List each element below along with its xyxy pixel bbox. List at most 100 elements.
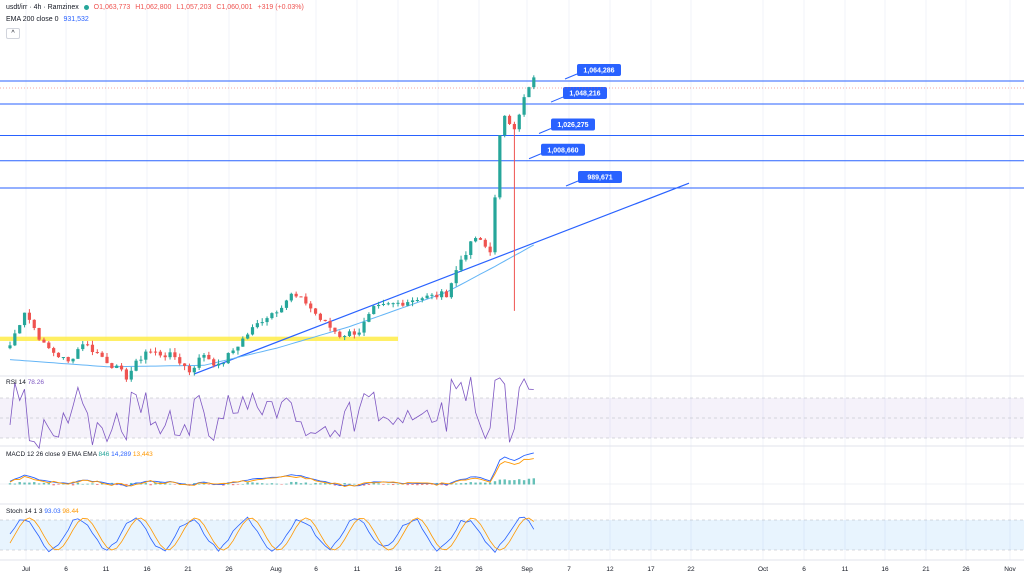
- macd-histogram-bar: [52, 484, 55, 486]
- candle-body: [183, 363, 187, 366]
- macd-histogram-bar: [76, 482, 80, 485]
- candle-body: [81, 344, 85, 350]
- macd-histogram-bar: [459, 483, 463, 485]
- macd-histogram-bar: [372, 482, 375, 485]
- price-level-label-box: [551, 118, 595, 131]
- candle-body: [71, 358, 75, 362]
- candle-body: [212, 359, 216, 366]
- candle-body: [498, 135, 502, 198]
- macd-histogram-bar: [333, 484, 337, 486]
- macd-histogram-bar: [425, 484, 429, 485]
- macd-histogram-bar: [498, 479, 502, 485]
- x-tick-label: 12: [606, 566, 614, 573]
- rsi-legend[interactable]: RSI 14 78.26: [6, 379, 44, 386]
- macd-histogram-bar: [42, 482, 46, 485]
- candle-body: [241, 338, 245, 347]
- candle-body: [304, 296, 308, 304]
- macd-histogram-bar: [115, 484, 118, 486]
- x-tick-label: 21: [434, 566, 442, 573]
- x-tick-label: 22: [687, 566, 695, 573]
- macd-histogram-bar: [81, 483, 84, 485]
- macd-histogram-bar: [377, 483, 380, 485]
- price-level-label: 1,048,216: [569, 91, 600, 98]
- candle-body: [522, 97, 526, 115]
- macd-histogram-bar: [518, 479, 521, 485]
- candle-body: [444, 291, 449, 298]
- macd-histogram-bar: [173, 484, 177, 485]
- candle-body: [18, 325, 22, 334]
- ema-label: EMA 200 close 0: [6, 16, 59, 23]
- macd-histogram-bar: [294, 481, 298, 485]
- macd-histogram-bar: [227, 483, 230, 485]
- macd-histogram-bar: [71, 484, 75, 486]
- x-tick-label: 6: [64, 566, 68, 573]
- candle-body: [22, 312, 27, 326]
- collapse-legend-button[interactable]: ^: [6, 28, 20, 39]
- candle-body: [381, 303, 386, 305]
- macd-histogram-bar: [469, 482, 472, 485]
- price-level-label-box: [577, 64, 621, 76]
- symbol-title[interactable]: usdt/irr · 4h · Ramzinex: [6, 4, 79, 11]
- macd-histogram-bar: [105, 483, 109, 485]
- x-tick-label: 21: [922, 566, 930, 573]
- candle-body: [309, 303, 313, 309]
- macd-histogram-bar: [304, 482, 308, 485]
- price-level-label: 989,671: [587, 175, 612, 182]
- candle-body: [357, 332, 361, 335]
- x-tick-label: 26: [475, 566, 483, 573]
- macd-histogram-bar: [421, 484, 424, 486]
- candle-body: [61, 357, 65, 359]
- macd-histogram-bar: [314, 482, 317, 485]
- candle-body: [469, 241, 473, 256]
- market-status-icon: [83, 4, 89, 10]
- candle-body: [483, 239, 487, 247]
- candle-body: [449, 283, 453, 298]
- candle-body: [221, 363, 225, 365]
- trendline: [194, 182, 690, 375]
- candle-body: [503, 115, 507, 136]
- macd-histogram-bar: [391, 484, 395, 486]
- macd-histogram-bar: [236, 484, 240, 485]
- macd-histogram-bar: [134, 482, 138, 485]
- macd-histogram-bar: [18, 482, 21, 485]
- macd-histogram-bar: [197, 483, 201, 485]
- candle-body: [105, 356, 109, 364]
- macd-label: MACD 12 26 close 9 EMA EMA: [6, 451, 97, 458]
- macd-histogram-bar: [110, 482, 114, 485]
- macd-histogram-bar: [251, 482, 254, 485]
- candle-body: [255, 323, 259, 328]
- ema-value: 931,532: [63, 16, 89, 23]
- price-level-label-box: [541, 143, 585, 156]
- candle-body: [124, 369, 128, 380]
- macd-histogram-bar: [353, 483, 356, 485]
- candle-body: [474, 238, 478, 242]
- x-tick-label: Nov: [1004, 566, 1016, 573]
- candle-body: [299, 296, 303, 298]
- candle-body: [86, 344, 90, 346]
- candle-body: [27, 312, 31, 320]
- macd-histogram-bar: [503, 479, 506, 485]
- macd-histogram-bar: [285, 483, 288, 485]
- macd-histogram-bar: [474, 482, 477, 485]
- stoch-legend[interactable]: Stoch 14 1 3 93.03 98.44: [6, 508, 79, 515]
- candle-body: [197, 357, 201, 368]
- close-value: C1,060,001: [216, 4, 253, 11]
- candle-body: [517, 114, 521, 130]
- candle-body: [294, 293, 298, 297]
- macd-histogram-bar: [338, 484, 341, 486]
- candle-body: [90, 344, 95, 353]
- ema-legend[interactable]: EMA 200 close 0 931,532: [6, 16, 92, 23]
- stoch-k-value: 93.03: [44, 508, 61, 515]
- candle-body: [202, 354, 206, 358]
- candle-body: [207, 354, 211, 360]
- candle-body: [532, 77, 536, 88]
- candle-body: [168, 352, 172, 358]
- candle-body: [280, 307, 284, 313]
- macd-histogram-bar: [464, 482, 468, 485]
- macd-legend[interactable]: MACD 12 26 close 9 EMA EMA 846 14,289 13…: [6, 451, 153, 458]
- candle-body: [47, 342, 51, 349]
- candle-body: [328, 320, 332, 328]
- price-level-connector: [564, 73, 578, 80]
- x-tick-label: 26: [225, 566, 233, 573]
